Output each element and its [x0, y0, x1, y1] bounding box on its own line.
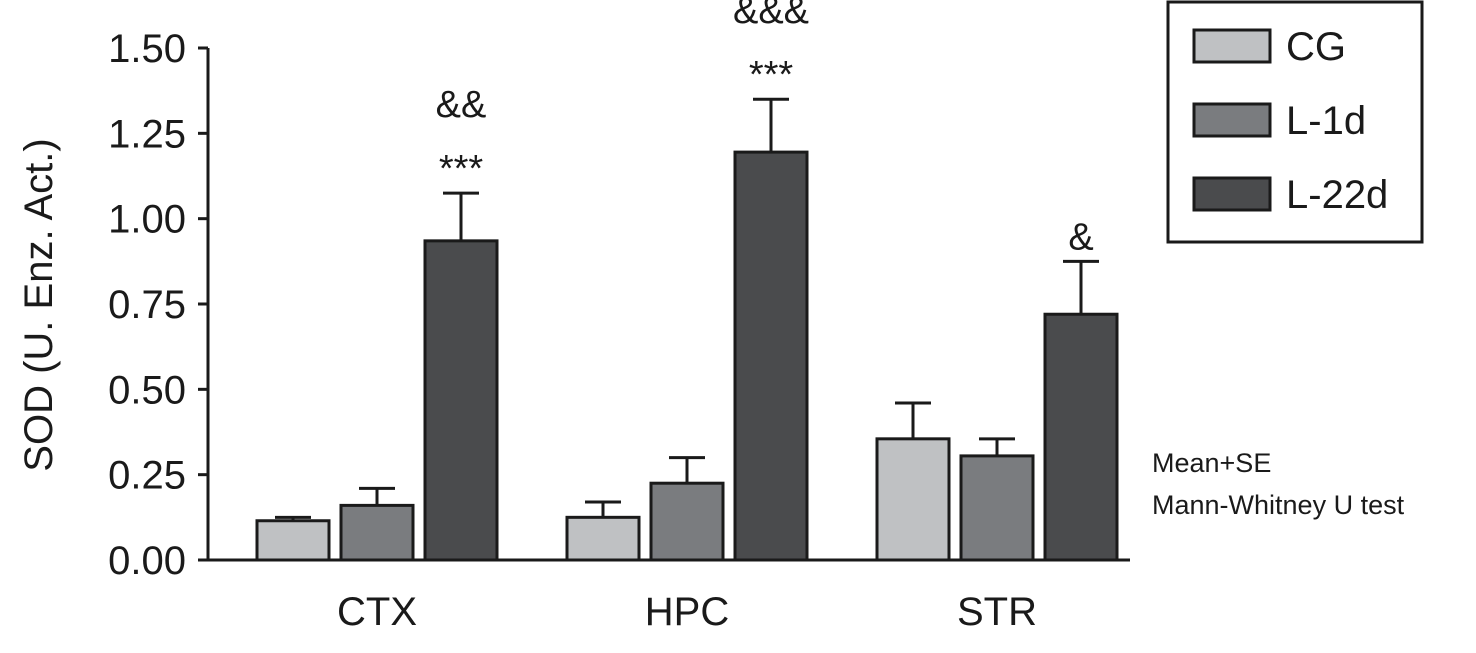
y-axis-label: SOD (U. Enz. Act.): [17, 138, 61, 471]
notes: Mean+SE Mann-Whitney U test: [1152, 448, 1405, 520]
y-tick-label: 1.25: [108, 112, 186, 156]
significance-marker: &&: [436, 84, 487, 126]
bar: [423, 239, 499, 562]
bar: [959, 454, 1035, 562]
y-tick-label: 0.00: [108, 539, 186, 583]
bar: [565, 515, 641, 562]
significance-marker: ***: [439, 148, 484, 190]
bar: [1043, 312, 1119, 562]
y-tick-label: 0.25: [108, 454, 186, 498]
bar: [255, 519, 331, 562]
significance-marker: ***: [749, 54, 794, 96]
note-text: Mean+SE: [1152, 448, 1271, 478]
x-category-label: CTX: [337, 590, 417, 634]
bars: && *** &&& *** &: [255, 0, 1119, 562]
bar: [649, 481, 725, 562]
legend-swatch: [1192, 28, 1272, 64]
y-tick-label: 0.50: [108, 368, 186, 412]
note-text: Mann-Whitney U test: [1152, 490, 1405, 520]
significance-marker: &: [1068, 216, 1093, 258]
axes: 0.00 0.25 0.50 0.75 1.00 1.25 1.50 CTX HPC STR: [108, 27, 1130, 634]
y-tick-label: 1.50: [108, 27, 186, 71]
x-category-label: STR: [957, 590, 1037, 634]
y-tick-label: 1.00: [108, 198, 186, 242]
legend-label: L-22d: [1286, 173, 1388, 217]
bar: [339, 503, 415, 562]
y-tick-label: 0.75: [108, 283, 186, 327]
x-category-label: HPC: [645, 590, 729, 634]
bar: [733, 150, 809, 562]
legend-label: CG: [1286, 25, 1346, 69]
legend-swatch: [1192, 176, 1272, 212]
bar: [875, 437, 951, 562]
legend: CG L-1d L-22d: [1166, 0, 1424, 244]
legend-swatch: [1192, 102, 1272, 138]
legend-label: L-1d: [1286, 99, 1366, 143]
significance-marker: &&&: [733, 0, 809, 32]
